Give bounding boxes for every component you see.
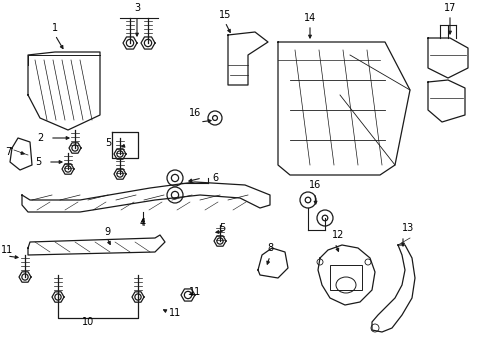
Text: 10: 10 xyxy=(81,317,94,327)
Text: 17: 17 xyxy=(443,3,455,13)
Text: 3: 3 xyxy=(134,3,140,13)
Text: 13: 13 xyxy=(401,223,413,233)
Text: 11: 11 xyxy=(188,287,201,297)
Text: 11: 11 xyxy=(1,245,13,255)
Text: 16: 16 xyxy=(308,180,321,190)
Text: 9: 9 xyxy=(104,227,110,237)
Bar xyxy=(329,265,361,290)
Text: 5: 5 xyxy=(104,138,111,148)
Text: 11: 11 xyxy=(168,308,181,318)
Text: 5: 5 xyxy=(219,223,224,233)
Text: 1: 1 xyxy=(52,23,58,33)
Text: 2: 2 xyxy=(37,133,43,143)
Text: 4: 4 xyxy=(140,218,146,228)
Text: 8: 8 xyxy=(266,243,272,253)
Text: 7: 7 xyxy=(5,147,11,157)
Text: 14: 14 xyxy=(303,13,315,23)
Text: 16: 16 xyxy=(188,108,201,118)
Text: 5: 5 xyxy=(35,157,41,167)
Text: 15: 15 xyxy=(218,10,231,20)
Text: 12: 12 xyxy=(331,230,344,240)
Text: 6: 6 xyxy=(211,173,218,183)
